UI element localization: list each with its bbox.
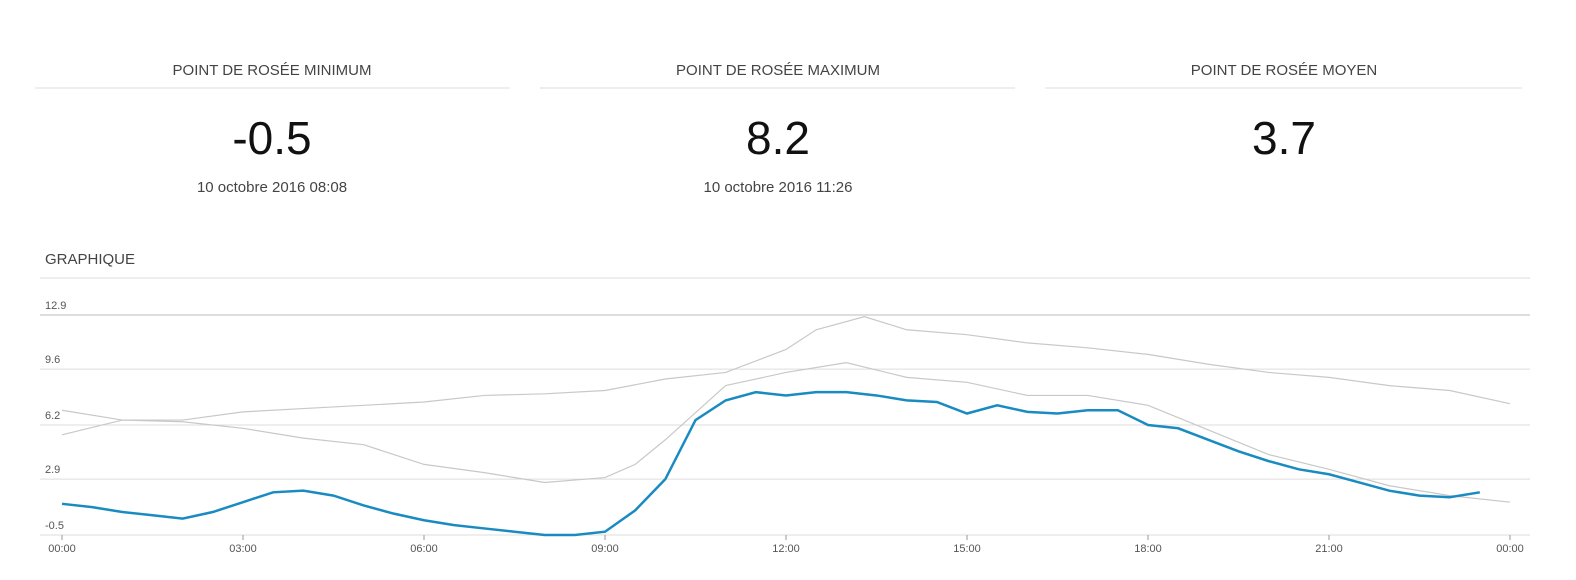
x-tick-label: 15:00 [953,543,981,555]
card-date: 10 octobre 2016 08:08 [197,179,347,196]
card-value: 3.7 [1252,112,1316,164]
line-series [61,316,1511,421]
x-tick-label: 12:00 [772,543,800,555]
card-date: 10 octobre 2016 11:26 [703,179,852,196]
x-tick-label: 03:00 [229,543,257,555]
x-tick-label: 09:00 [591,543,619,555]
x-tick-label: 06:00 [410,543,438,555]
y-tick-label: 12.9 [45,300,66,312]
line-series [61,390,1481,537]
card-title: POINT DE ROSÉE MAXIMUM [676,62,880,79]
card-title: POINT DE ROSÉE MINIMUM [173,62,372,79]
x-tick-label: 18:00 [1134,543,1162,555]
x-tick-label: 21:00 [1315,543,1343,555]
card-value: -0.5 [232,112,311,164]
y-tick-label: -0.5 [45,520,64,532]
card-value: 8.2 [746,112,810,164]
x-tick-label: 00:00 [48,543,76,555]
card-title: POINT DE ROSÉE MOYEN [1191,62,1377,79]
y-tick-label: 9.6 [45,354,60,366]
y-tick-label: 6.2 [45,410,60,422]
section-title: GRAPHIQUE [45,251,135,268]
x-tick-label: 00:00 [1496,543,1524,555]
y-tick-label: 2.9 [45,464,60,476]
line-series [61,362,1511,503]
